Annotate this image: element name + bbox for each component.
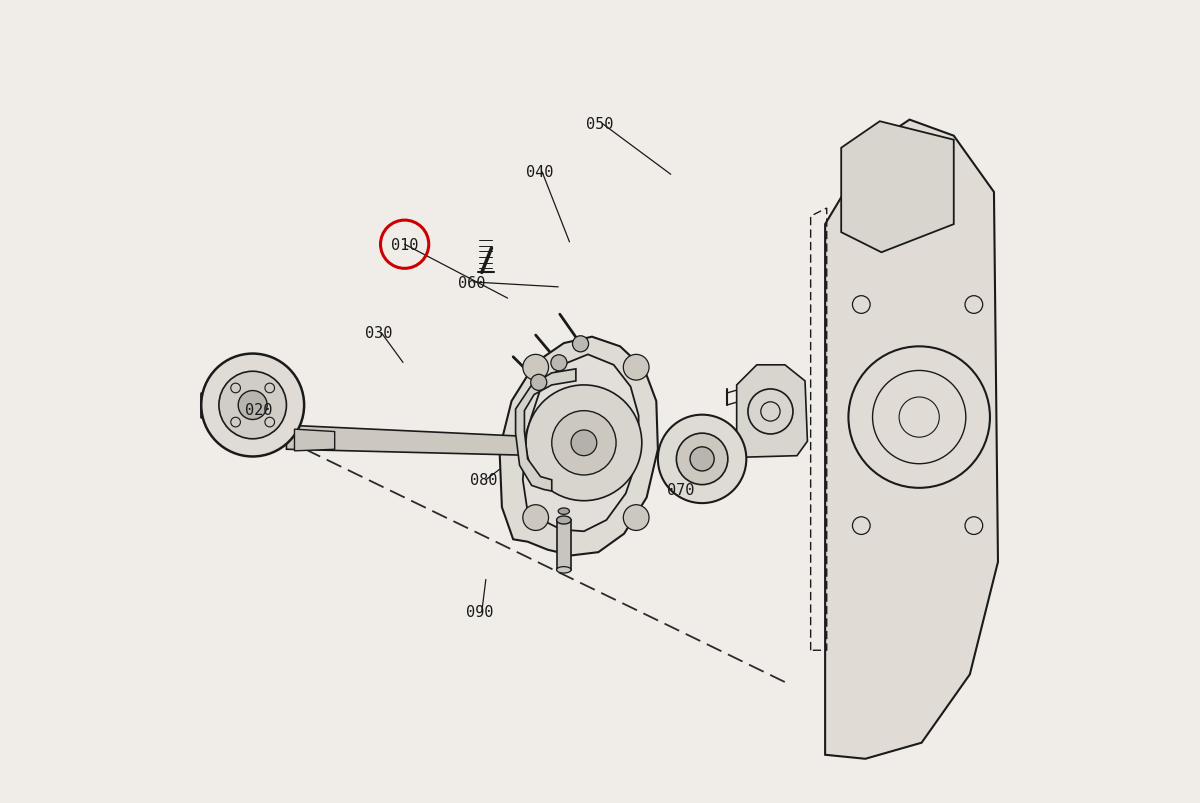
Ellipse shape bbox=[557, 567, 571, 573]
Circle shape bbox=[523, 505, 548, 531]
Circle shape bbox=[571, 430, 596, 456]
Polygon shape bbox=[826, 120, 998, 759]
Circle shape bbox=[523, 355, 548, 381]
Text: 020: 020 bbox=[245, 402, 272, 417]
Circle shape bbox=[658, 415, 746, 503]
Circle shape bbox=[218, 372, 287, 439]
Circle shape bbox=[690, 447, 714, 471]
Circle shape bbox=[526, 385, 642, 501]
Circle shape bbox=[623, 355, 649, 381]
Text: 080: 080 bbox=[469, 473, 497, 487]
Circle shape bbox=[530, 375, 547, 391]
Circle shape bbox=[239, 391, 268, 420]
Polygon shape bbox=[516, 369, 576, 491]
Circle shape bbox=[677, 434, 728, 485]
Circle shape bbox=[623, 505, 649, 531]
Text: 050: 050 bbox=[587, 117, 613, 132]
Polygon shape bbox=[841, 122, 954, 253]
Text: 090: 090 bbox=[466, 605, 493, 619]
Circle shape bbox=[552, 411, 616, 475]
Ellipse shape bbox=[557, 516, 571, 524]
Ellipse shape bbox=[558, 508, 570, 515]
Polygon shape bbox=[737, 365, 808, 458]
Polygon shape bbox=[523, 355, 638, 532]
Polygon shape bbox=[287, 426, 544, 456]
Polygon shape bbox=[294, 430, 335, 451]
Text: 010: 010 bbox=[391, 238, 419, 252]
Text: 060: 060 bbox=[457, 275, 485, 290]
Circle shape bbox=[572, 336, 588, 353]
Polygon shape bbox=[499, 337, 658, 556]
Polygon shape bbox=[557, 520, 571, 570]
Circle shape bbox=[202, 354, 304, 457]
Text: 040: 040 bbox=[526, 165, 553, 180]
Circle shape bbox=[551, 355, 566, 371]
Text: 070: 070 bbox=[667, 483, 694, 497]
Text: 030: 030 bbox=[365, 326, 392, 340]
